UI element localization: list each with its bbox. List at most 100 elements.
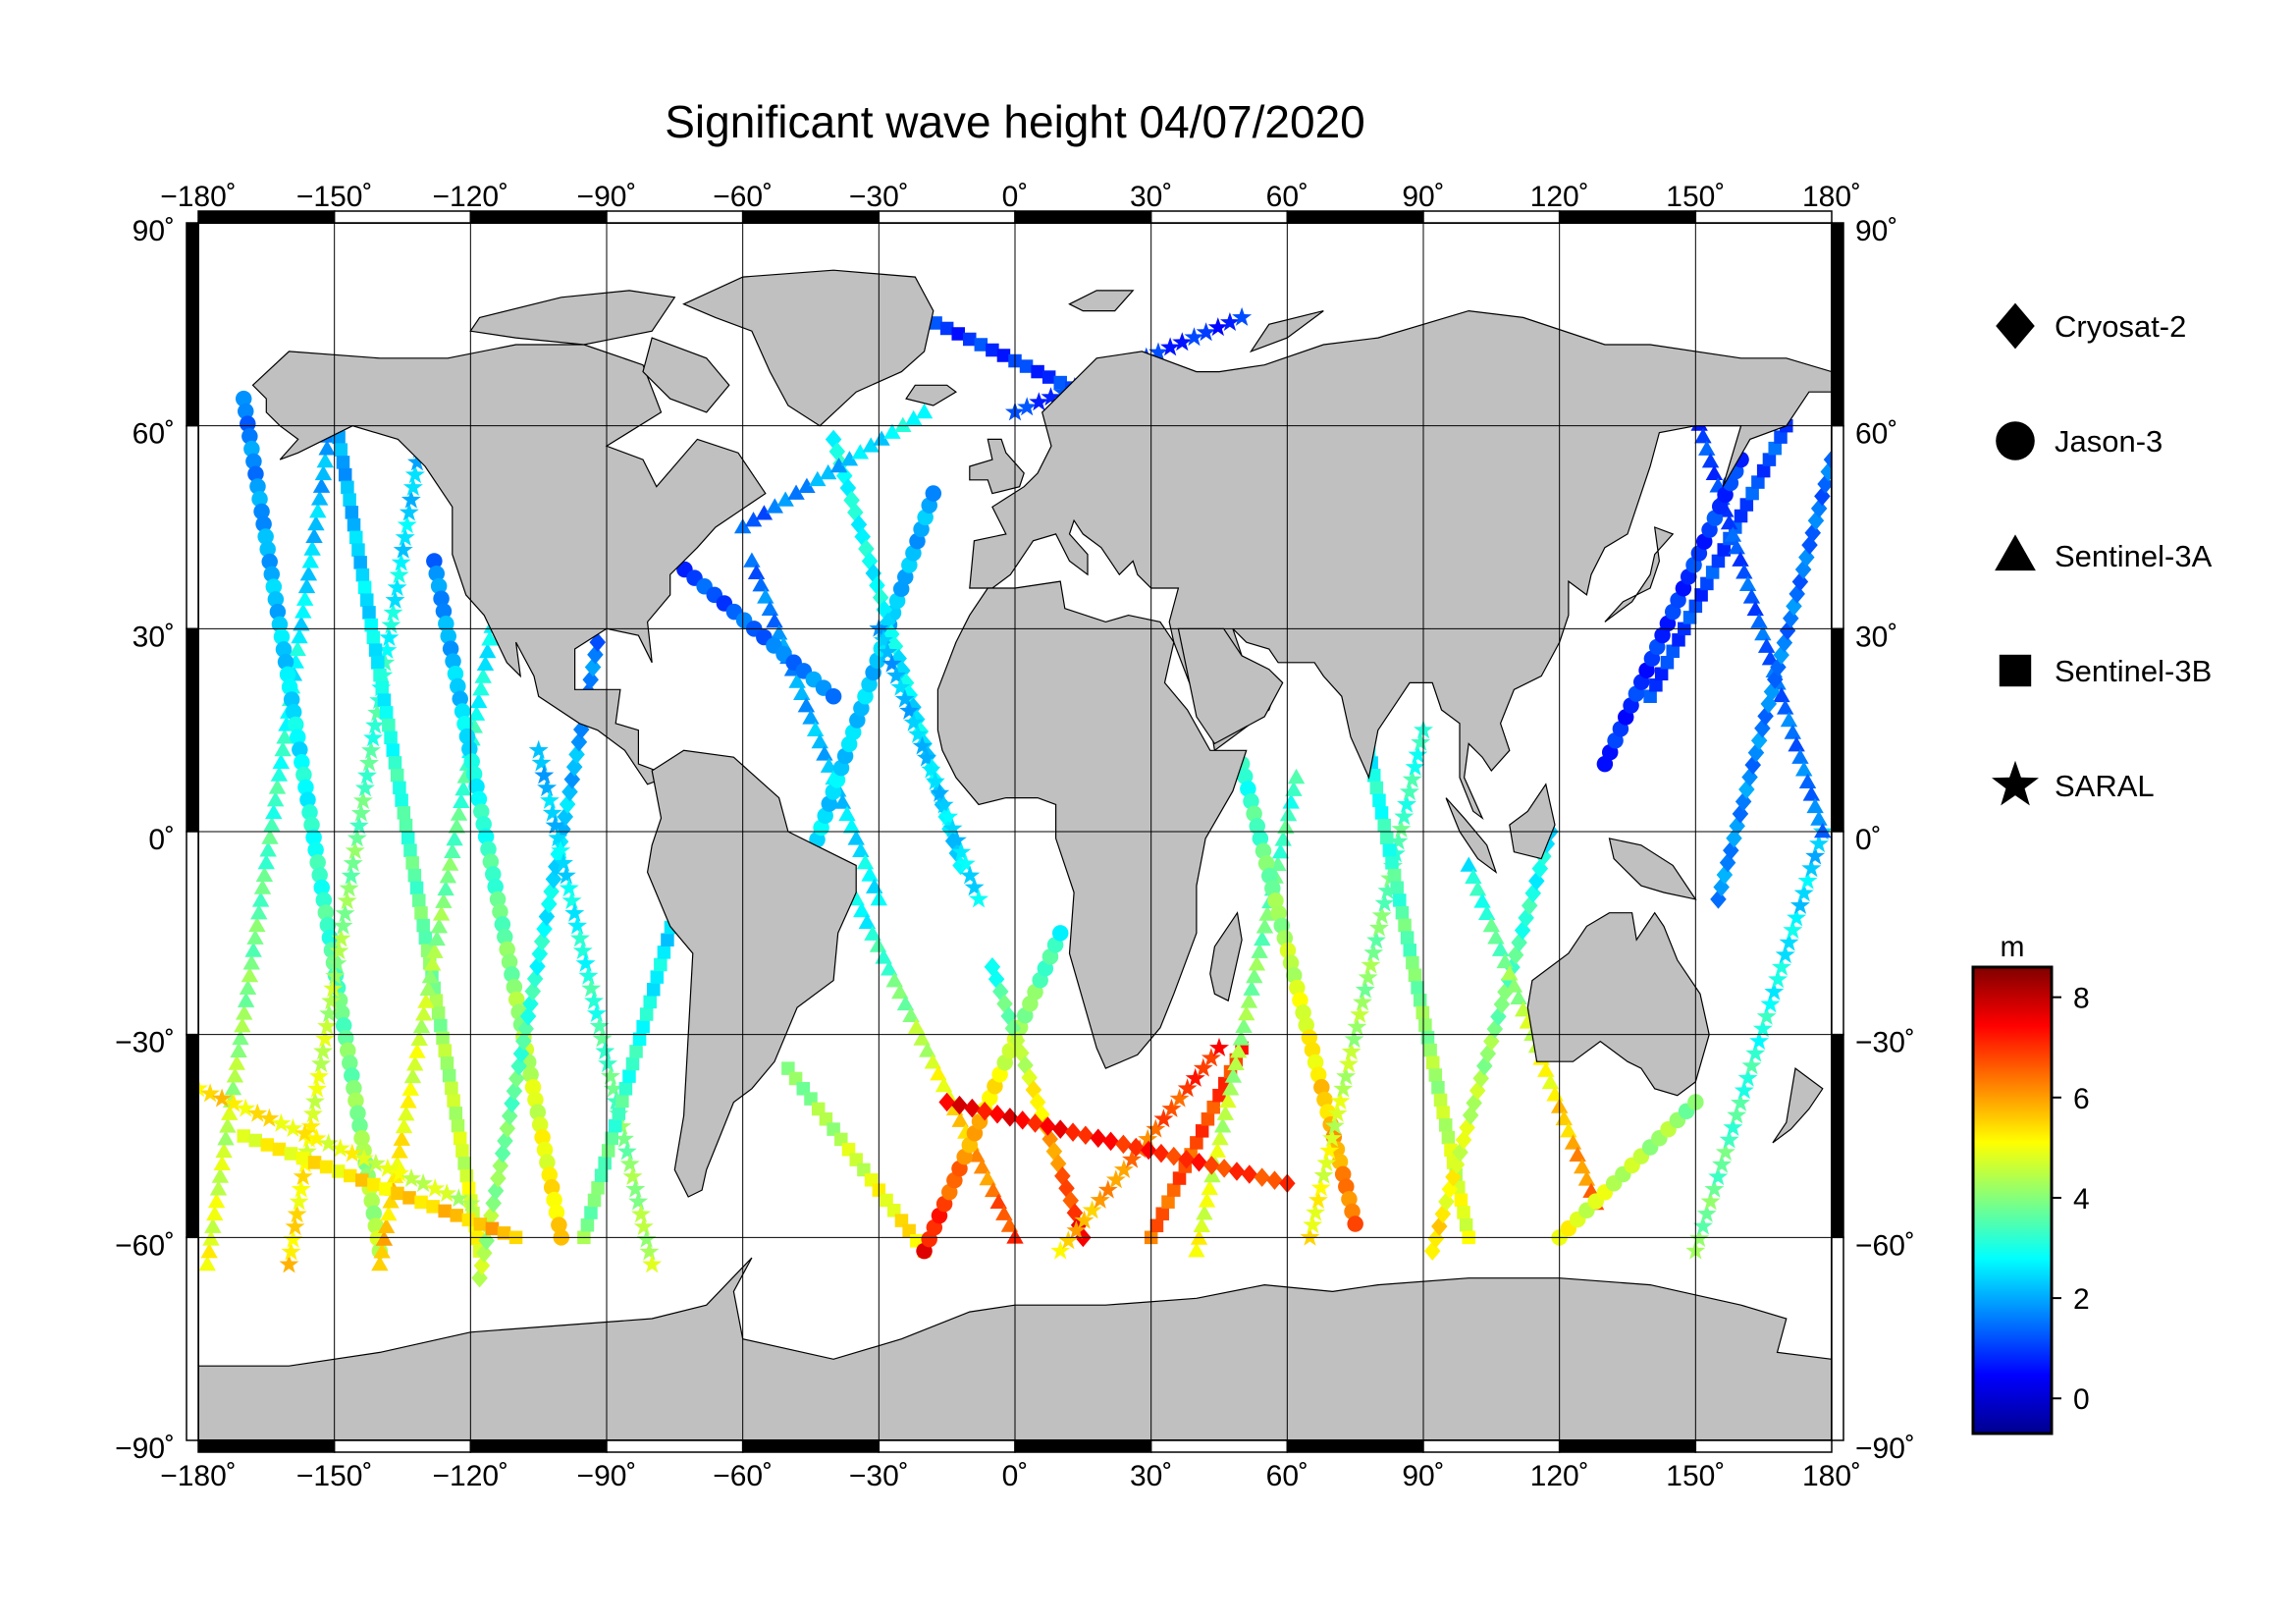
track-point: [631, 1204, 651, 1223]
lon-tick-label: −30˚: [849, 181, 909, 213]
track-point: [416, 918, 430, 933]
track-point: [1368, 917, 1389, 937]
satellite-legend: Cryosat-2 Jason-3 Sentinel-3A Sentinel-3B SA…: [1992, 302, 2213, 806]
track-point: [273, 628, 291, 645]
track-point: [752, 576, 770, 592]
track-point: [318, 1133, 339, 1153]
track-point: [1270, 904, 1287, 922]
track-point: [337, 891, 357, 910]
track-point: [796, 1082, 811, 1096]
track-point: [339, 878, 359, 897]
track-point: [289, 1191, 309, 1211]
track-point: [1208, 1142, 1226, 1158]
track-point: [243, 440, 260, 458]
track-point: [1377, 818, 1391, 833]
track-point: [1333, 1078, 1354, 1098]
track-point: [1304, 1042, 1321, 1058]
track-point: [1428, 1068, 1443, 1082]
track-point: [1798, 773, 1817, 789]
track-point: [551, 1217, 567, 1233]
track-point: [896, 995, 915, 1011]
track-point: [1390, 881, 1404, 894]
track-point: [842, 818, 861, 834]
track-point: [215, 1142, 233, 1159]
track-point: [360, 593, 374, 607]
track-point: [912, 735, 933, 755]
track-point: [567, 915, 588, 935]
track-point: [248, 916, 266, 933]
track-point: [1053, 375, 1067, 390]
track-point: [1178, 1149, 1195, 1169]
lat-tick-label: 90˚: [1855, 215, 1897, 247]
track-point: [986, 343, 999, 357]
lon-tick-label: −60˚: [713, 1460, 773, 1492]
track-point: [272, 1142, 287, 1157]
track-point: [1336, 1066, 1357, 1085]
track-point: [289, 640, 306, 656]
track-point: [1271, 843, 1290, 859]
track-point: [1774, 430, 1788, 444]
track-point: [1372, 793, 1386, 807]
track-point: [449, 1107, 463, 1120]
track-point: [657, 946, 671, 959]
track-point: [212, 1088, 233, 1108]
track-point: [1191, 1153, 1207, 1172]
track-point: [1750, 613, 1768, 628]
track-point: [743, 552, 761, 568]
track-point: [1399, 782, 1419, 801]
track-point: [1169, 1088, 1190, 1108]
track-point: [297, 779, 314, 796]
track-point: [350, 802, 371, 822]
track-point: [384, 730, 398, 745]
frame-bar-left: [186, 222, 199, 427]
track-point: [202, 1230, 220, 1246]
track-point: [1287, 768, 1306, 784]
track-point: [219, 1117, 237, 1133]
track-point: [1344, 1203, 1361, 1220]
track-point: [404, 464, 425, 484]
track-saral: [869, 618, 988, 908]
track-point: [1425, 1055, 1440, 1070]
track-point: [314, 464, 333, 481]
track-point: [1735, 564, 1753, 579]
track-point: [323, 978, 344, 998]
frame-bar-bottom: [606, 1439, 744, 1453]
track-point: [1418, 1018, 1432, 1032]
track-point: [1273, 917, 1290, 934]
track-point: [321, 991, 342, 1010]
track-point: [377, 1158, 398, 1177]
track-point: [1431, 1080, 1445, 1095]
track-point: [1393, 893, 1407, 907]
track-point: [1666, 644, 1680, 659]
track-point: [319, 1003, 340, 1023]
lat-tick-label: 0˚: [1855, 824, 1882, 856]
track-point: [343, 493, 356, 507]
track-point: [559, 794, 576, 814]
track-point: [211, 1167, 230, 1183]
track-point: [257, 853, 275, 870]
track-point: [259, 841, 277, 857]
track-point: [1201, 1112, 1215, 1126]
track-point: [996, 994, 1013, 1014]
track-point: [580, 1217, 595, 1232]
track-point: [1823, 450, 1832, 469]
land-new-zealand: [1772, 1067, 1824, 1144]
lon-tick-label: −90˚: [577, 1460, 637, 1492]
track-point: [1230, 1043, 1248, 1058]
track-point: [361, 740, 381, 759]
track-point: [618, 1082, 633, 1096]
track-point: [809, 470, 827, 487]
track-point: [447, 1094, 460, 1108]
track-point: [492, 1156, 509, 1176]
track-point: [412, 1017, 431, 1034]
track-point: [1019, 359, 1034, 373]
track-point: [1285, 781, 1303, 796]
track-point: [445, 1081, 458, 1096]
colorbar: m 8 6 4 2 0: [1971, 931, 2090, 1435]
track-point: [452, 690, 468, 708]
track-point: [399, 502, 419, 521]
track-point: [1206, 1100, 1220, 1114]
track-point: [266, 791, 285, 807]
track-point: [1277, 818, 1295, 834]
lon-tick-label: −60˚: [713, 181, 773, 213]
